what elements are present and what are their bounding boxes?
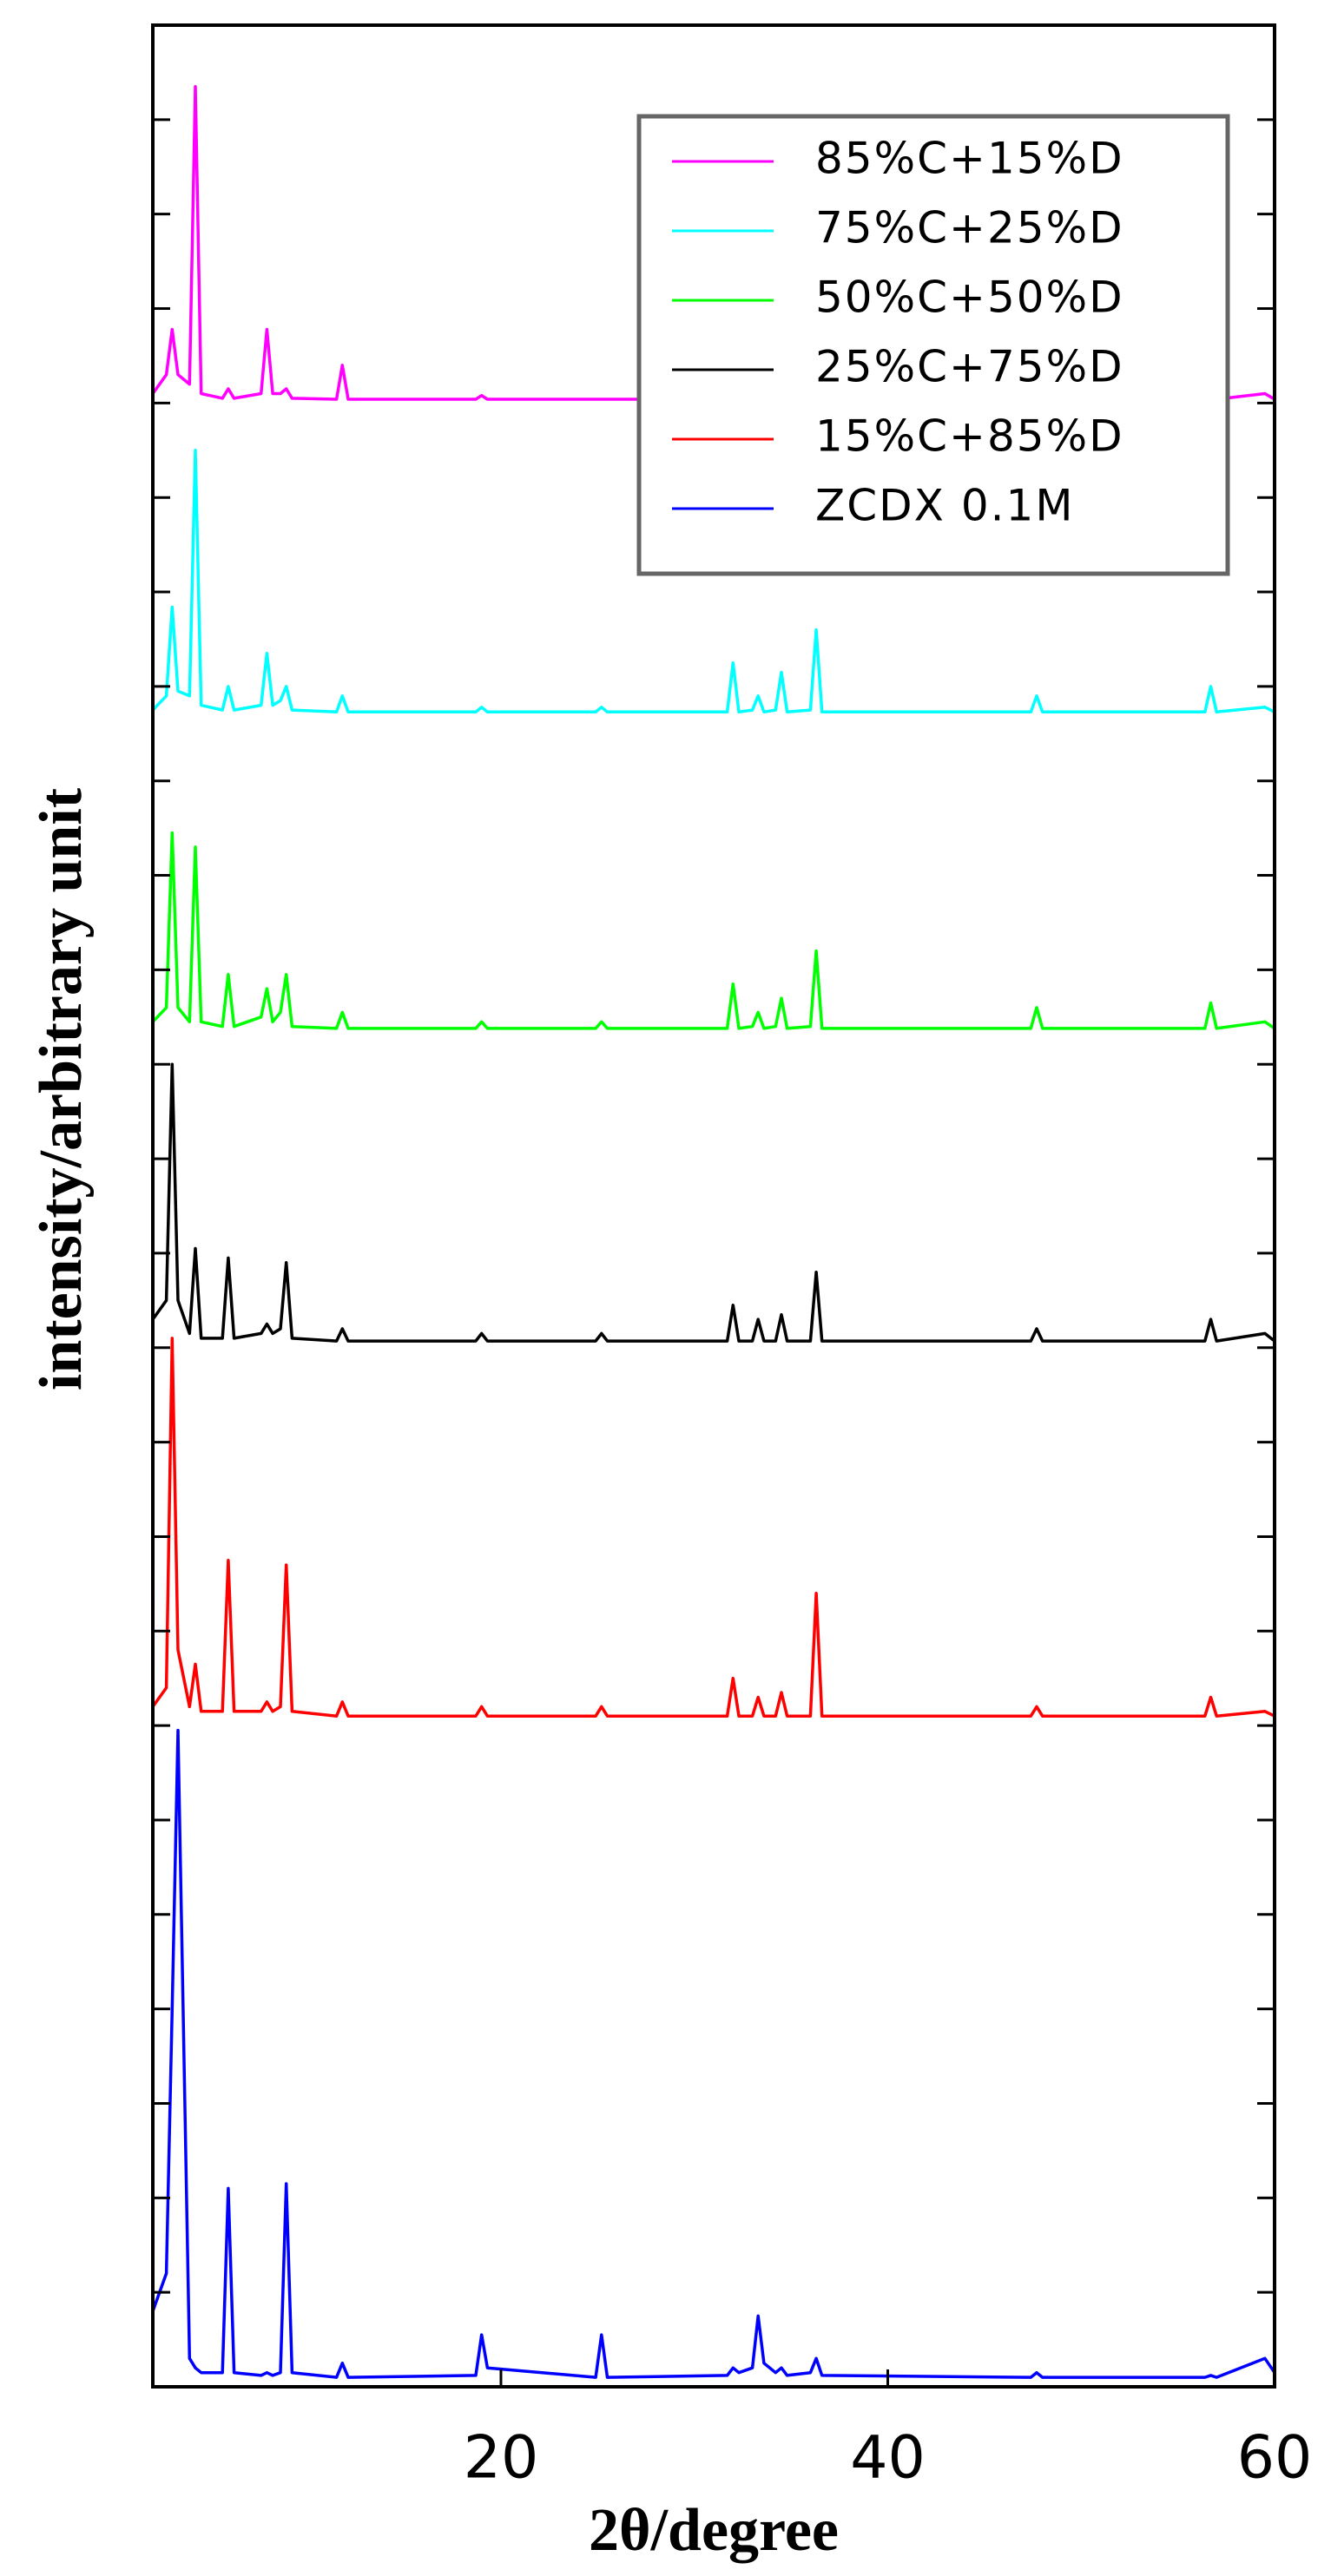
legend-label: ZCDX 0.1M bbox=[815, 481, 1074, 531]
legend-label: 75%C+25%D bbox=[815, 203, 1124, 253]
x-tick-label: 20 bbox=[464, 2424, 539, 2493]
data-line bbox=[151, 449, 1275, 714]
x-tick-label: 40 bbox=[850, 2424, 926, 2493]
data-line bbox=[151, 1062, 1276, 1343]
data-line bbox=[151, 1337, 1275, 1718]
y-axis-title: intensity/arbitrary unit bbox=[28, 788, 95, 1390]
legend-label: 85%C+15%D bbox=[815, 134, 1124, 184]
plot-frame bbox=[151, 23, 1276, 2389]
legend-label: 25%C+75%D bbox=[815, 342, 1124, 392]
data-line bbox=[151, 831, 1275, 1030]
legend-box bbox=[636, 114, 1230, 576]
data-line bbox=[151, 1728, 1276, 2379]
legend-label: 50%C+50%D bbox=[815, 273, 1124, 323]
legend-label: 15%C+85%D bbox=[815, 411, 1124, 462]
x-tick-label: 60 bbox=[1237, 2424, 1313, 2493]
x-axis-title: 2θ/degree bbox=[589, 2497, 839, 2564]
